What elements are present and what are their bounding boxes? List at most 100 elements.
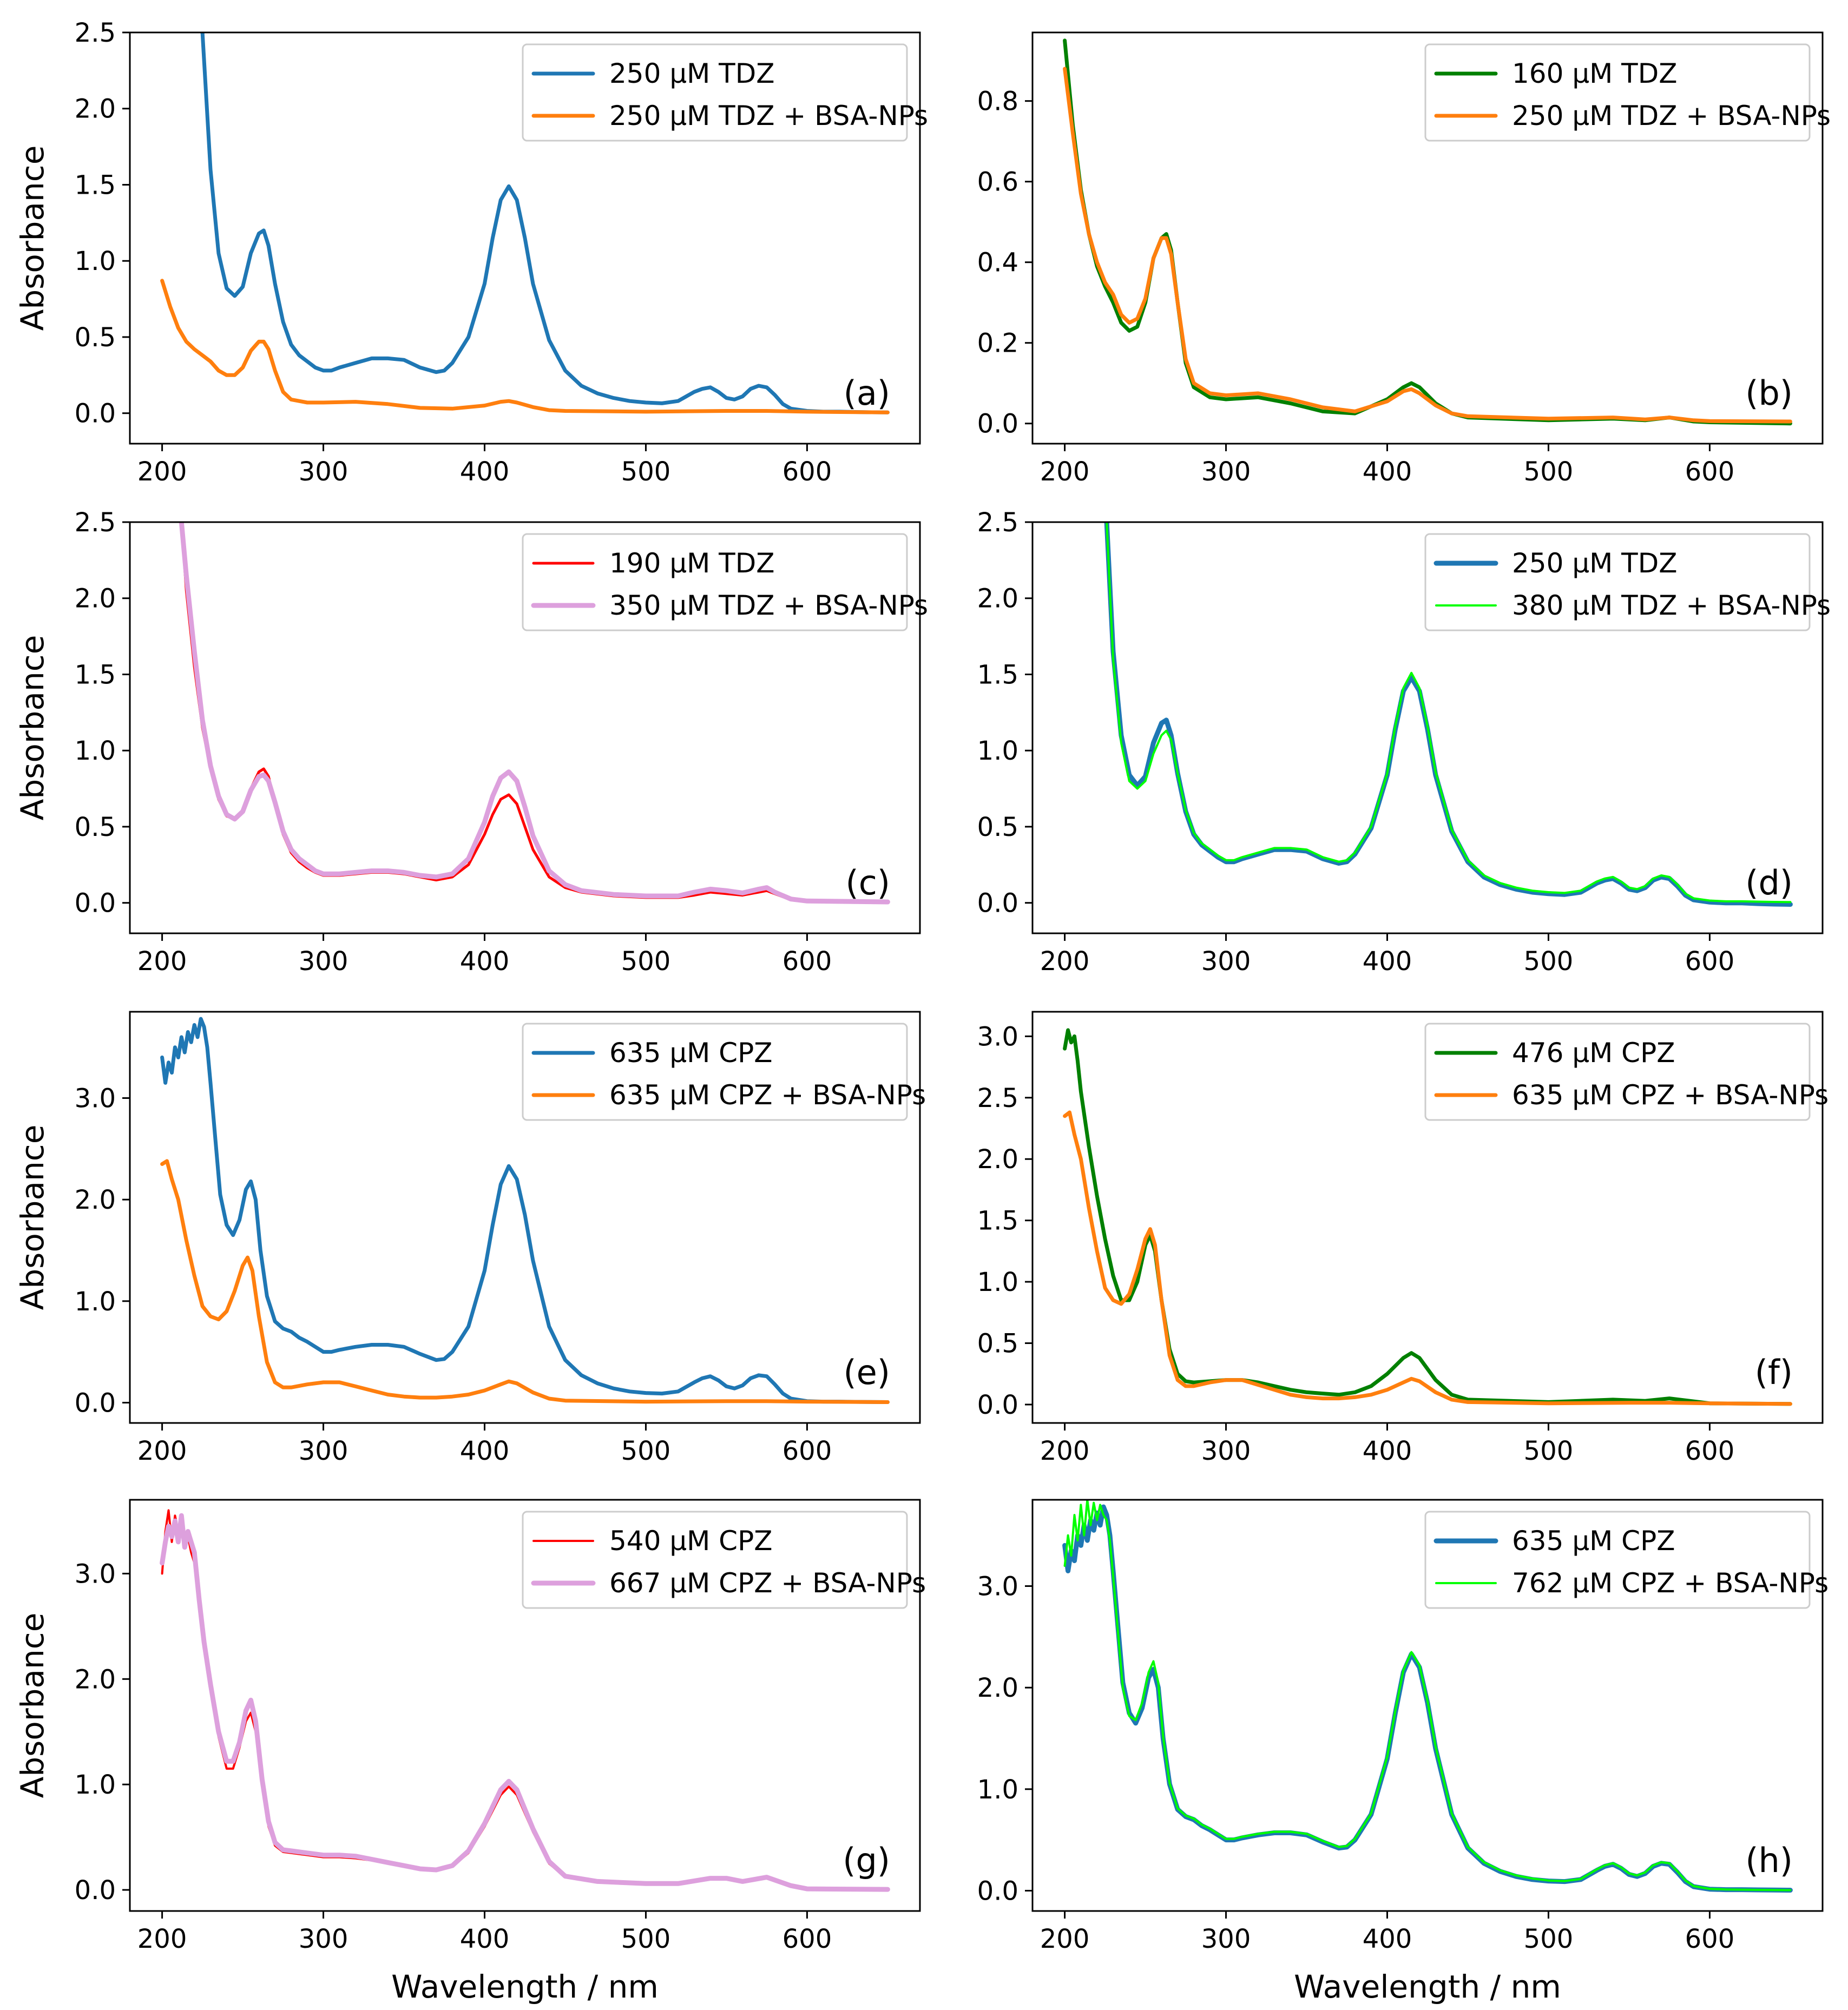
legend-box: [522, 1023, 908, 1121]
legend: 190 μM TDZ 350 μM TDZ + BSA-NPs: [522, 533, 928, 631]
x-tick-label: 200: [1040, 946, 1090, 977]
x-tick-label: 200: [137, 1436, 187, 1466]
legend-box: [1424, 1511, 1811, 1609]
plot-frame: [129, 521, 921, 934]
series-line-a-1: [200, 32, 890, 414]
x-tick-label: 200: [137, 1924, 187, 1954]
panel-d: 200 300 400 500 600 0.0 0.5 1.0 1.5 2.0 2.5 (d) 250 …: [977, 508, 1831, 977]
plot-frame: [129, 31, 921, 445]
series-line-e-2: [160, 1159, 890, 1404]
panel-label: (f): [1755, 1353, 1793, 1392]
legend-entry-label: 635 μM CPZ + BSA-NPs: [609, 1079, 926, 1111]
x-tick-label: 600: [782, 1924, 832, 1954]
legend: 476 μM CPZ 635 μM CPZ + BSA-NPs: [1424, 1023, 1829, 1121]
series-line-d-2: [1106, 522, 1792, 904]
y-tick-label: 2.0: [977, 1673, 1018, 1703]
x-axis-label: Wavelength / nm: [391, 1968, 659, 2005]
legend-box: [1424, 533, 1811, 631]
x-tick-label: 500: [1524, 946, 1574, 977]
legend: 250 μM TDZ 380 μM TDZ + BSA-NPs: [1424, 533, 1831, 631]
y-tick-label: 0.5: [977, 1329, 1018, 1359]
y-tick-label: 1.0: [977, 1775, 1018, 1805]
panel-e: 200 300 400 500 600 0.0 1.0 2.0 3.0 Absorbance (e)…: [14, 1011, 926, 1466]
panel-b: 200 300 400 500 600 0.0 0.2 0.4 0.6 0.8 (b) 160 μM …: [977, 31, 1831, 487]
x-tick-label: 400: [460, 457, 510, 487]
legend-entry-label: 250 μM TDZ + BSA-NPs: [609, 100, 928, 131]
legend-entry-label: 540 μM CPZ: [609, 1525, 773, 1557]
plot-frame: [1031, 31, 1824, 445]
legend-entry-label: 350 μM TDZ + BSA-NPs: [609, 590, 928, 621]
y-tick-label: 1.5: [75, 660, 116, 690]
series-line-e-1: [160, 1017, 890, 1404]
y-tick-label: 3.0: [75, 1559, 116, 1589]
panel-label: (b): [1745, 373, 1793, 413]
y-tick-label: 2.0: [977, 584, 1018, 614]
legend-entry-label: 667 μM CPZ + BSA-NPs: [609, 1567, 926, 1599]
x-tick-label: 500: [1524, 457, 1574, 487]
series-line-f-2: [1063, 1110, 1792, 1406]
panel-f: 200 300 400 500 600 0.0 0.5 1.0 1.5 2.0 2.5 3.0 (f) 4…: [977, 1011, 1829, 1466]
y-tick-label: 1.0: [977, 736, 1018, 766]
legend-box: [522, 1511, 908, 1609]
y-tick-label: 2.0: [75, 94, 116, 124]
panel-c: 200 300 400 500 600 0.0 0.5 1.0 1.5 2.0 2.5 Absorba…: [14, 508, 928, 977]
y-tick-label: 0.0: [75, 1388, 116, 1418]
y-tick-label: 1.5: [75, 170, 116, 200]
y-tick-label: 1.0: [75, 1287, 116, 1317]
y-tick-label: 3.0: [75, 1084, 116, 1114]
panel-label: (a): [844, 373, 890, 413]
series-line-b-2: [1063, 67, 1792, 424]
y-tick-label: 0.2: [977, 328, 1018, 359]
legend-box: [522, 533, 908, 631]
y-axis-label: Absorbance: [14, 146, 51, 331]
x-tick-label: 600: [1685, 946, 1735, 977]
y-tick-label: 0.5: [977, 812, 1018, 842]
x-tick-label: 400: [1363, 457, 1412, 487]
legend-entry-label: 476 μM CPZ: [1512, 1037, 1675, 1069]
plot-frame: [1031, 1499, 1824, 1912]
legend-entry-label: 380 μM TDZ + BSA-NPs: [1512, 590, 1831, 621]
y-tick-label: 0.6: [977, 167, 1018, 197]
legend-entry-label: 250 μM TDZ + BSA-NPs: [1512, 100, 1831, 131]
x-tick-label: 600: [1685, 457, 1735, 487]
y-tick-label: 0.0: [977, 409, 1018, 439]
y-tick-label: 1.0: [977, 1267, 1018, 1297]
x-tick-label: 600: [782, 457, 832, 487]
x-tick-label: 300: [299, 1924, 348, 1954]
legend-entry-label: 250 μM TDZ: [1512, 548, 1677, 579]
series-line-g-2: [160, 1513, 890, 1892]
y-tick-label: 2.0: [75, 1185, 116, 1215]
x-tick-label: 300: [299, 457, 348, 487]
legend-entry-label: 635 μM CPZ + BSA-NPs: [1512, 1079, 1829, 1111]
panel-label: (e): [843, 1353, 890, 1392]
series-line-c-2: [179, 522, 890, 905]
legend-entry-label: 160 μM TDZ: [1512, 58, 1677, 89]
legend-entry-label: 635 μM CPZ: [1512, 1525, 1675, 1557]
x-tick-label: 400: [460, 1924, 510, 1954]
x-tick-label: 400: [1363, 1436, 1412, 1466]
legend: 250 μM TDZ 250 μM TDZ + BSA-NPs: [522, 43, 928, 142]
legend: 160 μM TDZ 250 μM TDZ + BSA-NPs: [1424, 43, 1831, 142]
legend-entry-label: 250 μM TDZ: [609, 58, 774, 89]
y-tick-label: 2.0: [977, 1144, 1018, 1175]
x-tick-label: 600: [1685, 1436, 1735, 1466]
y-tick-label: 0.8: [977, 87, 1018, 117]
x-tick-label: 500: [621, 1436, 671, 1466]
plot-frame: [1031, 1011, 1824, 1424]
y-tick-label: 3.0: [977, 1572, 1018, 1602]
plot-frame: [129, 1011, 921, 1424]
x-tick-label: 400: [1363, 1924, 1412, 1954]
y-tick-label: 2.5: [75, 18, 116, 48]
y-tick-label: 1.0: [75, 246, 116, 276]
x-tick-label: 400: [460, 946, 510, 977]
panel-label: (h): [1745, 1841, 1793, 1880]
y-tick-label: 2.0: [75, 1664, 116, 1695]
x-tick-label: 400: [460, 1436, 510, 1466]
x-tick-label: 300: [1201, 1436, 1251, 1466]
y-tick-label: 0.0: [75, 888, 116, 919]
legend-box: [1424, 43, 1811, 142]
x-tick-label: 200: [137, 457, 187, 487]
plot-frame: [129, 1499, 921, 1912]
y-tick-label: 0.0: [977, 888, 1018, 919]
x-tick-label: 600: [1685, 1924, 1735, 1954]
